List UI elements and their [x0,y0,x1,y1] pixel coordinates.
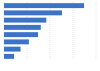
chart [0,0,100,71]
grid-line [73,2,74,60]
bar [4,3,84,8]
bar [4,39,29,44]
bar [4,25,41,30]
bar [4,54,14,59]
grid [4,2,96,60]
bar [4,10,62,15]
bar [4,32,38,37]
bar [4,47,21,52]
chart-svg [0,0,100,71]
bar [4,18,46,23]
bars [4,3,84,59]
grid-line [96,2,97,60]
